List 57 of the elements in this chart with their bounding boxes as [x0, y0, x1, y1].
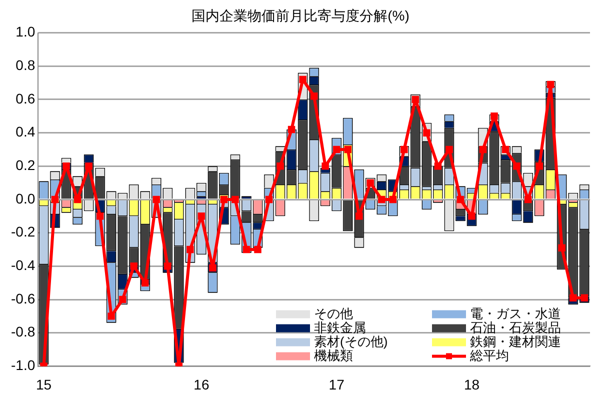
point: [344, 146, 352, 154]
legend-label: 機械類: [314, 348, 353, 363]
y-tick-label: -0.8: [11, 324, 36, 340]
point: [288, 126, 296, 134]
y-tick-label: -0.2: [11, 224, 36, 240]
legend-label: 電・ガス・水道: [470, 306, 561, 321]
legend-label: その他: [314, 306, 353, 321]
legend-label: 非鉄金属: [314, 320, 366, 335]
point: [378, 196, 386, 204]
point: [265, 196, 273, 204]
point: [96, 212, 104, 220]
point: [232, 196, 239, 204]
point: [51, 196, 59, 204]
point: [164, 262, 172, 270]
point: [85, 162, 92, 170]
y-tick-label: 0.4: [16, 124, 36, 140]
point: [310, 92, 318, 100]
legend-label: 石油・石炭製品: [470, 320, 561, 335]
x-tick-label: 18: [464, 376, 480, 392]
x-tick-label: 16: [194, 376, 210, 392]
y-tick-label: -1.0: [11, 357, 36, 374]
point: [355, 212, 363, 220]
point: [569, 294, 577, 302]
point: [242, 246, 250, 254]
point: [108, 312, 115, 320]
y-tick-label: 0.0: [16, 190, 36, 206]
point: [276, 162, 284, 170]
y-tick-label: 0.6: [16, 90, 36, 106]
x-tick-label: 17: [328, 376, 345, 392]
point: [186, 246, 194, 254]
point: [152, 196, 160, 204]
point: [524, 196, 532, 204]
y-tick-label: -0.6: [11, 290, 36, 306]
y-tick-label: 0.2: [16, 157, 36, 174]
point: [434, 162, 442, 170]
point: [389, 196, 397, 204]
y-tick-label: 1.0: [16, 24, 36, 40]
point: [220, 196, 228, 204]
point: [130, 262, 138, 270]
chart-title: 国内企業物価前月比寄与度分解(%): [192, 7, 410, 24]
point: [456, 196, 464, 204]
y-tick-label: -0.4: [11, 257, 36, 274]
point: [400, 146, 408, 154]
point: [322, 162, 329, 170]
point: [299, 76, 306, 84]
point: [74, 196, 82, 204]
point: [558, 244, 566, 252]
point: [479, 146, 487, 154]
point: [198, 212, 206, 220]
y-tick-label: 0.8: [16, 57, 36, 73]
legend-label: 鉄鋼・建材関連: [470, 334, 561, 349]
point: [254, 246, 262, 254]
point: [446, 146, 453, 154]
point: [536, 162, 543, 170]
legend-label: 総平均: [469, 348, 509, 363]
legend-label: 素材(その他): [314, 334, 388, 349]
x-tick-label: 15: [36, 376, 52, 392]
